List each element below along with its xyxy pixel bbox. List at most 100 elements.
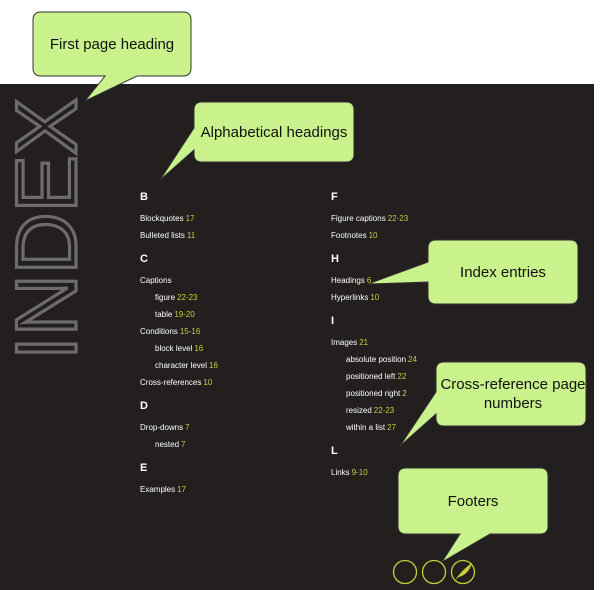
callout-alphabetical-headings: Alphabetical headings xyxy=(159,101,356,182)
index-entry-page-link[interactable]: 22 xyxy=(397,372,407,381)
index-entry-page-link[interactable]: 11 xyxy=(186,231,196,240)
index-entry-term: Figure captions xyxy=(331,214,386,223)
footer-circle-1 xyxy=(392,559,418,585)
index-entry-term: positioned right xyxy=(346,389,401,398)
callout-index-entries-shape xyxy=(367,239,579,305)
index-entry-page-link[interactable]: 19-20 xyxy=(174,310,195,319)
index-entry-term: within a list xyxy=(346,423,386,432)
index-group-d: D Drop-downs 7 nested 7 xyxy=(140,400,310,453)
index-entry-page-link[interactable]: 22-23 xyxy=(373,406,395,415)
index-subentry: resized 22-23 xyxy=(331,402,531,419)
index-entry-term: absolute position xyxy=(346,355,407,364)
index-entry-term: Conditions xyxy=(140,327,178,336)
index-entry: Links 9-10 xyxy=(331,464,531,481)
index-entry: Captions xyxy=(140,272,310,289)
index-entry-page-link[interactable]: 15-16 xyxy=(179,327,201,336)
index-group-h: H Headings 6 Hyperlinks 10 xyxy=(331,253,531,306)
index-entry-page-link[interactable]: 16 xyxy=(209,361,218,370)
alphabetical-heading: F xyxy=(331,191,338,203)
callout-cross-reference-page-numbers-shape xyxy=(399,361,587,447)
index-entry: Conditions 15-16 xyxy=(140,323,310,340)
index-entry-term: positioned left xyxy=(346,372,396,381)
index-subentry: positioned right 2 xyxy=(331,385,531,402)
index-entry: Blockquotes 17 xyxy=(140,210,310,227)
index-entry-term: nested xyxy=(155,440,180,449)
index-entry-page-link[interactable]: 6 xyxy=(366,276,372,285)
index-entry-term: Blockquotes xyxy=(140,214,184,223)
index-group-l: L Links 9-10 xyxy=(331,445,531,481)
index-entry: Bulleted lists 11 xyxy=(140,227,310,244)
alphabetical-heading: E xyxy=(140,462,148,474)
alphabetical-heading: B xyxy=(140,191,148,203)
index-group-f: F Figure captions 22-23 Footnotes 10 xyxy=(331,191,531,244)
index-group-e: E Examples 17 xyxy=(140,462,310,498)
callout-alphabetical-headings-shape xyxy=(159,101,355,181)
index-entry-page-link[interactable]: 10 xyxy=(368,231,378,240)
callout-footers-shape xyxy=(397,467,549,563)
index-subentry: absolute position 24 xyxy=(331,351,531,368)
index-entry: Drop-downs 7 xyxy=(140,419,310,436)
index-entry-page-link[interactable]: 7 xyxy=(181,440,186,449)
index-entry-page-link[interactable]: 24 xyxy=(408,355,417,364)
index-title-text: INDEX xyxy=(8,98,88,360)
index-entry-page-link[interactable]: 22-23 xyxy=(387,214,409,223)
index-group-b: B Blockquotes 17 Bulleted lists 11 xyxy=(140,191,310,244)
footer xyxy=(392,559,476,585)
callout-index-entries-text: Index entries xyxy=(460,263,546,281)
index-subentry: figure 22-23 xyxy=(140,289,310,306)
index-entry: Examples 17 xyxy=(140,481,310,498)
index-entry-term: Headings xyxy=(331,276,365,285)
callout-cross-reference-page-numbers: Cross-reference page numbers xyxy=(399,361,592,452)
index-group-c: C Captions figure 22-23 table 19-20 Conditions… xyxy=(140,253,310,391)
index-entry-page-link[interactable]: 17 xyxy=(177,485,187,494)
index-entry-term: figure xyxy=(155,293,176,302)
index-entry-term: Hyperlinks xyxy=(331,293,369,302)
index-entry: Images 21 xyxy=(331,334,531,351)
index-entry-term: block level xyxy=(155,344,193,353)
footer-circle-2 xyxy=(421,559,447,585)
index-entry-term: Links xyxy=(331,468,350,477)
index-entry-page-link[interactable]: 21 xyxy=(359,338,369,347)
callout-first-page-heading-text: First page heading xyxy=(49,35,175,53)
callout-index-entries: Index entries xyxy=(367,239,584,305)
index-page-title: INDEX xyxy=(8,96,88,361)
feather-icon xyxy=(455,563,472,580)
index-subentry: block level 16 xyxy=(140,340,310,357)
index-subentry: within a list 27 xyxy=(331,419,531,436)
index-entry-page-link[interactable]: 2 xyxy=(402,389,407,398)
alphabetical-heading: I xyxy=(331,315,335,327)
index-entry: Cross-references 10 xyxy=(140,374,310,391)
callout-footers: Footers xyxy=(397,467,549,564)
index-entry-page-link[interactable]: 16 xyxy=(194,344,204,353)
index-entry-term: Drop-downs xyxy=(140,423,184,432)
index-entry-page-link[interactable]: 10 xyxy=(203,378,213,387)
index-subentry: nested 7 xyxy=(140,436,310,453)
index-entry-page-link[interactable]: 17 xyxy=(185,214,195,223)
index-entry-term: Examples xyxy=(140,485,176,494)
index-entry-term: Bulleted lists xyxy=(140,231,185,240)
callout-alphabetical-headings-text: Alphabetical headings xyxy=(200,123,348,141)
index-group-i: I Images 21 absolute position 24 positioned l… xyxy=(331,315,531,436)
index-entry-page-link[interactable]: 22-23 xyxy=(177,293,198,302)
index-entry-term: table xyxy=(155,310,173,319)
index-entry-page-link[interactable]: 7 xyxy=(185,423,190,432)
index-entry-page-link[interactable]: 27 xyxy=(387,423,397,432)
index-entry-page-link[interactable]: 10 xyxy=(370,293,380,302)
index-entry-term: Images xyxy=(331,338,358,347)
index-subentry: character level 16 xyxy=(140,357,310,374)
index-entry-term: Cross-references xyxy=(140,378,202,387)
index-entry: Headings 6 xyxy=(331,272,531,289)
index-column-left: B Blockquotes 17 Bulleted lists 11 C Captions f… xyxy=(140,191,310,507)
index-subentry: positioned left 22 xyxy=(331,368,531,385)
callout-cross-reference-page-numbers-text: Cross-reference page numbers xyxy=(440,376,586,412)
index-subentry: table 19-20 xyxy=(140,306,310,323)
index-entry-page-link[interactable]: 9-10 xyxy=(351,468,368,477)
index-entry-term: Captions xyxy=(140,276,172,285)
index-entry-term: resized xyxy=(346,406,372,415)
callout-footers-text: Footers xyxy=(447,492,499,510)
alphabetical-heading: D xyxy=(140,400,148,412)
index-column-right: F Figure captions 22-23 Footnotes 10 H Heading… xyxy=(331,191,531,490)
footer-circle-3 xyxy=(450,559,476,585)
alphabetical-heading: C xyxy=(140,253,148,265)
alphabetical-heading: H xyxy=(331,253,339,265)
